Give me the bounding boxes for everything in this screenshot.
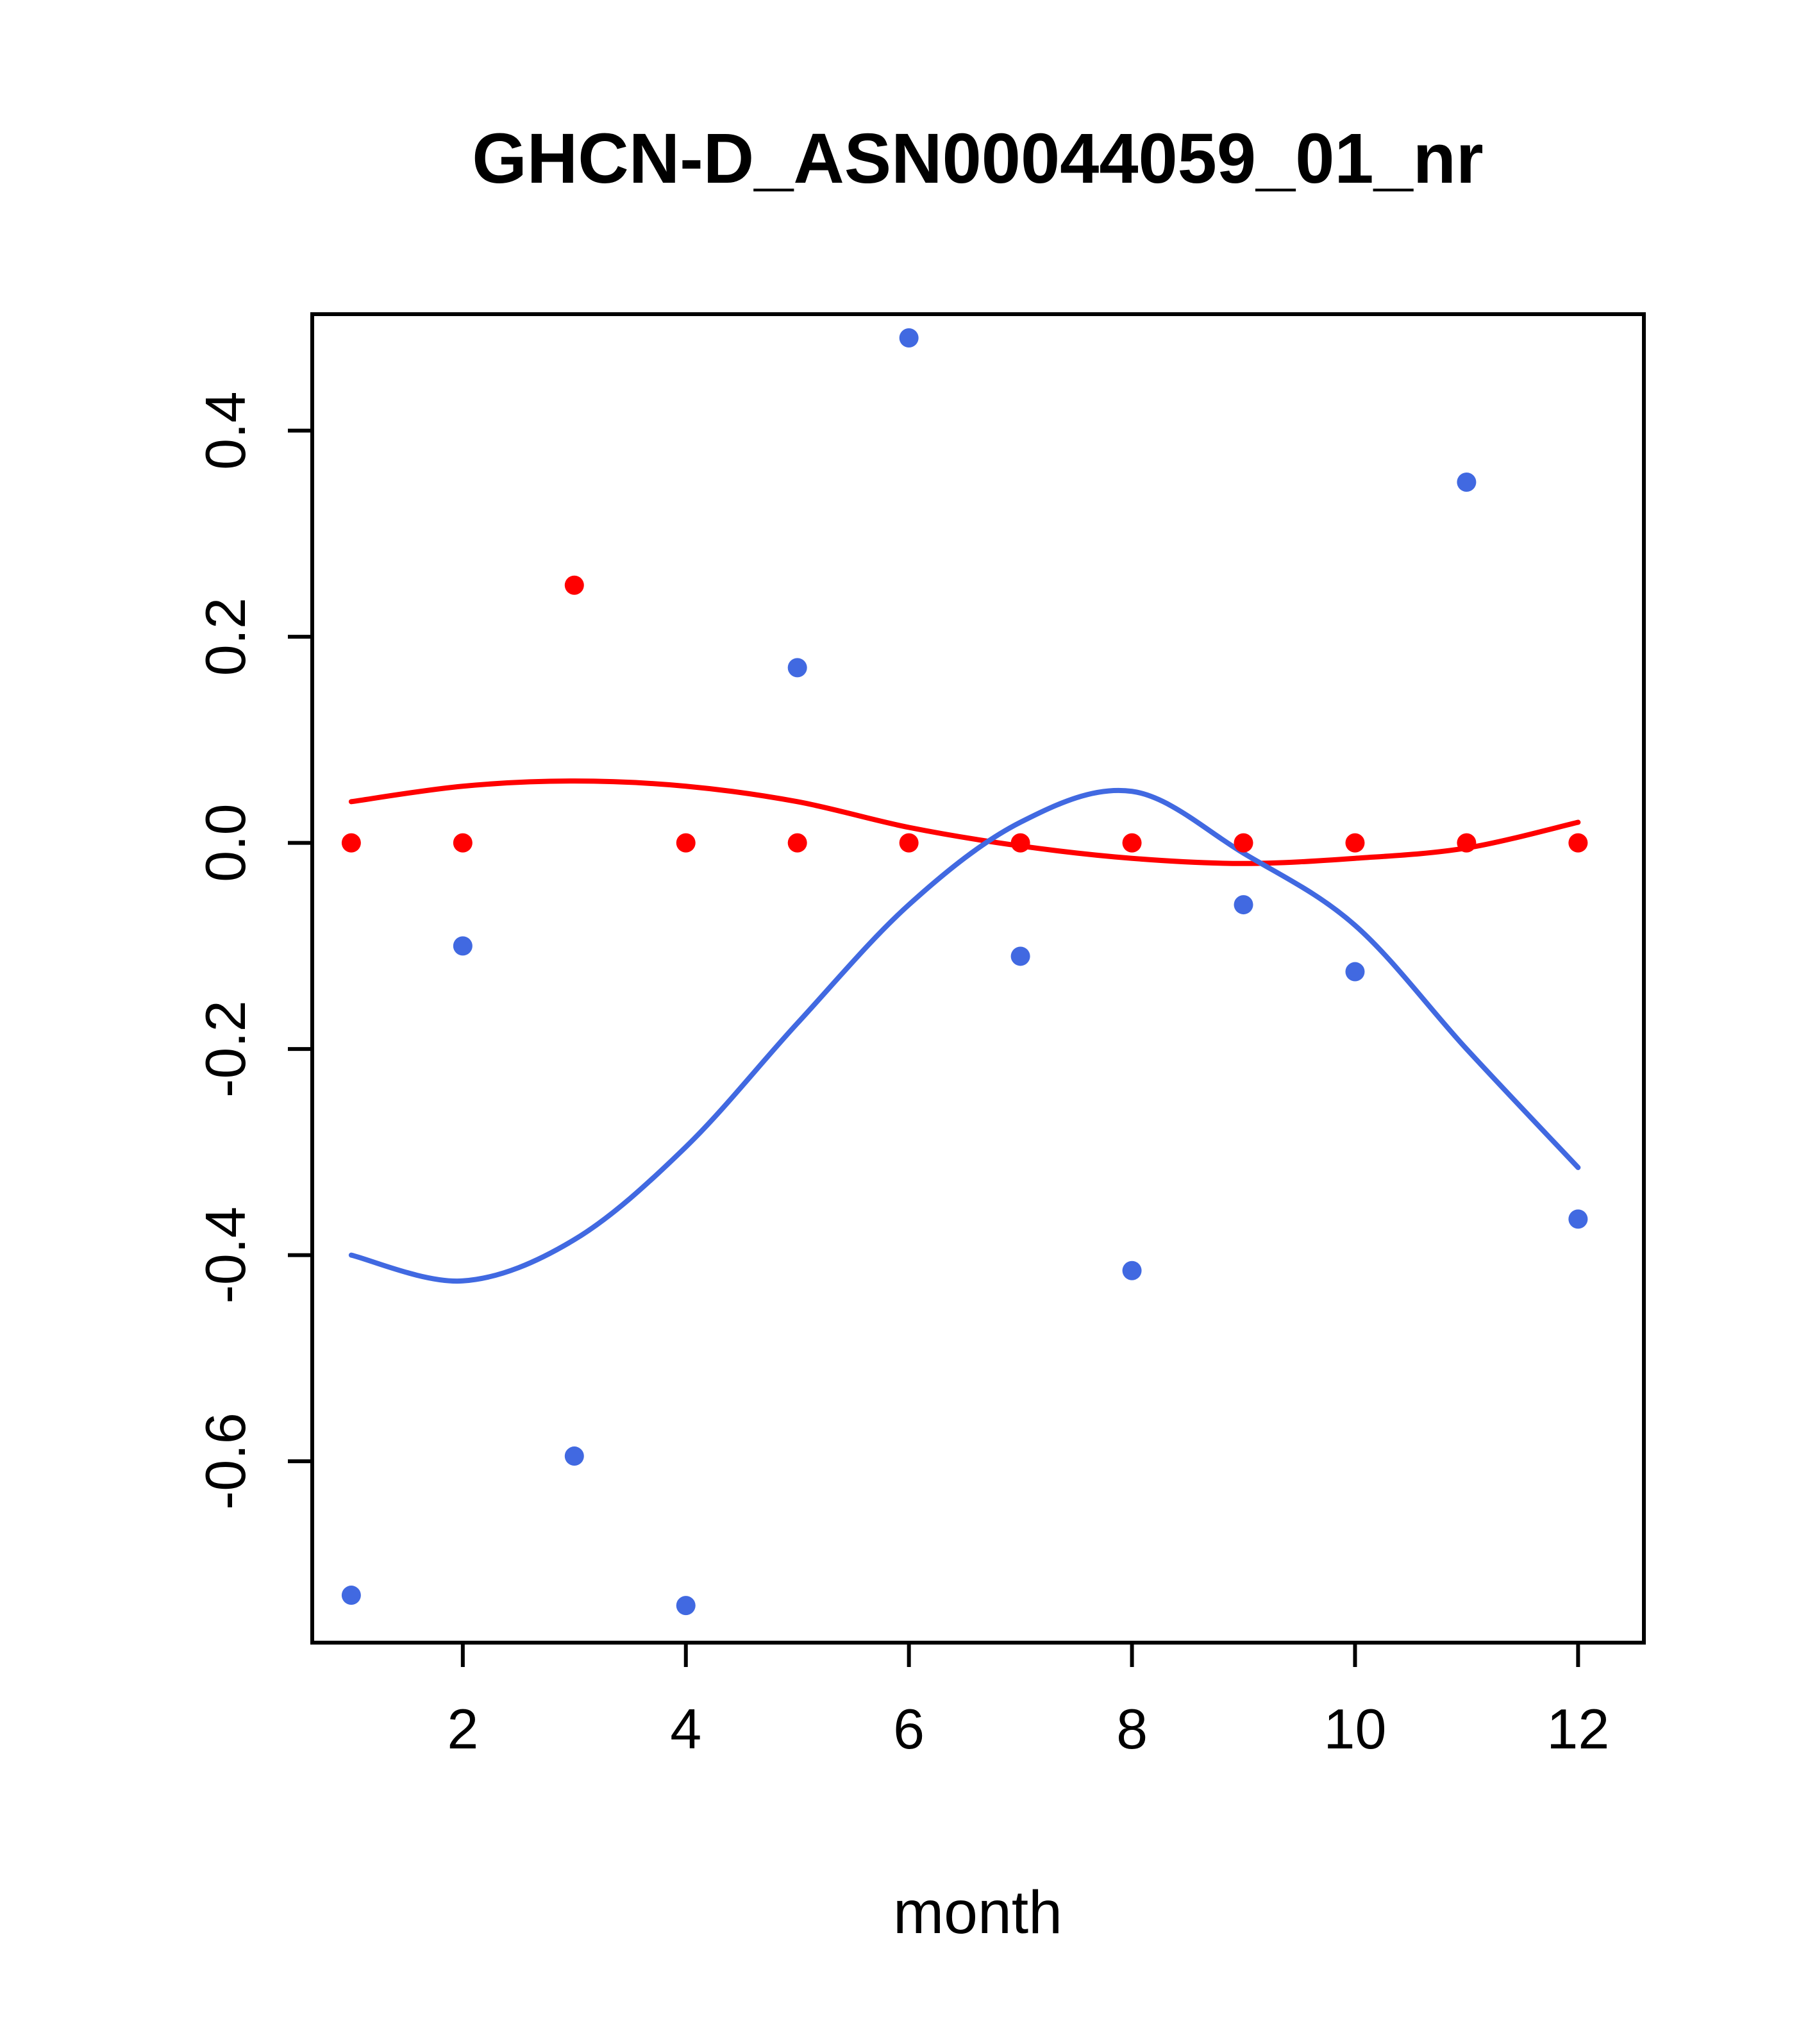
blue-points-series xyxy=(341,328,1588,1616)
x-tick-label: 2 xyxy=(447,1697,478,1761)
data-point xyxy=(676,833,696,853)
plot-border xyxy=(310,312,1646,1645)
red-smooth-line xyxy=(348,778,1581,866)
data-point xyxy=(453,936,473,956)
data-point xyxy=(1234,895,1253,915)
data-point xyxy=(1122,833,1142,853)
data-point xyxy=(787,658,807,678)
data-point xyxy=(1010,946,1030,966)
data-point xyxy=(676,1596,696,1616)
x-axis-label: month xyxy=(893,1879,1062,1947)
y-tick-label: -0.6 xyxy=(194,1412,257,1510)
data-point xyxy=(564,575,584,595)
data-point xyxy=(1122,1261,1142,1280)
y-tick-label: 0.4 xyxy=(194,391,257,469)
x-tick-label: 12 xyxy=(1546,1697,1609,1761)
x-tick-label: 4 xyxy=(670,1697,701,1761)
y-tick-label: 0.0 xyxy=(194,803,257,882)
y-tick-label: -0.4 xyxy=(194,1207,257,1304)
data-point xyxy=(1457,473,1477,492)
data-point xyxy=(341,833,361,853)
red-smooth-line-series xyxy=(348,778,1581,866)
x-tick-label: 10 xyxy=(1324,1697,1387,1761)
data-point xyxy=(564,1446,584,1466)
chart-title: GHCN-D_ASN00044059_01_nr xyxy=(472,119,1484,198)
y-tick-label: 0.2 xyxy=(194,598,257,676)
data-point xyxy=(1010,833,1030,853)
data-point xyxy=(1457,833,1477,853)
data-point xyxy=(1568,833,1588,853)
plot-area: 2 4 6 8 10 12 -0.6 -0.4 -0.2 0.0 0.2 0.4 xyxy=(194,312,1646,1761)
blue-smooth-line-series xyxy=(348,787,1581,1284)
data-point xyxy=(899,328,919,348)
data-point xyxy=(1345,962,1365,982)
data-point xyxy=(787,833,807,853)
x-tick-label: 8 xyxy=(1116,1697,1148,1761)
data-point xyxy=(1345,833,1365,853)
data-point xyxy=(1568,1209,1588,1229)
y-axis: -0.6 -0.4 -0.2 0.0 0.2 0.4 xyxy=(194,391,312,1510)
data-point xyxy=(453,833,473,853)
x-axis: 2 4 6 8 10 12 xyxy=(447,1643,1609,1761)
blue-smooth-line xyxy=(348,787,1581,1284)
x-tick-label: 6 xyxy=(893,1697,925,1761)
data-point xyxy=(899,833,919,853)
data-point xyxy=(341,1586,361,1605)
red-points-series xyxy=(341,575,1588,853)
data-point xyxy=(1234,833,1253,853)
y-tick-label: -0.2 xyxy=(194,1000,257,1098)
